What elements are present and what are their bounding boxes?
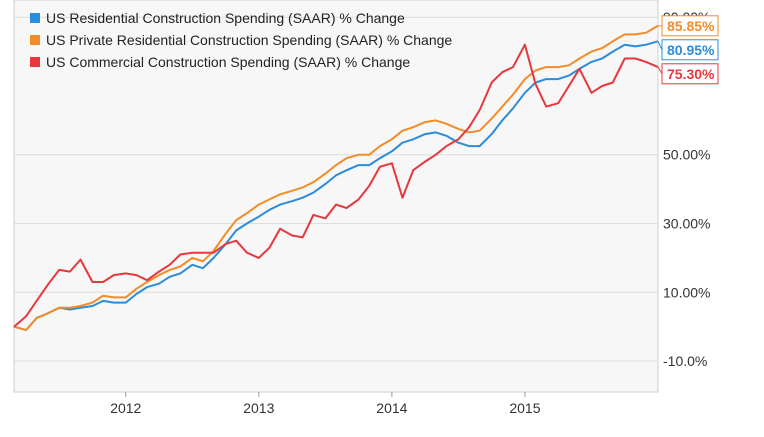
end-value-label: 75.30% bbox=[667, 66, 715, 82]
end-label-box bbox=[661, 39, 719, 61]
plot-area bbox=[13, 0, 659, 393]
end-label-connector bbox=[657, 66, 663, 75]
x-tick-label: 2014 bbox=[376, 400, 407, 416]
series-line-1 bbox=[13, 40, 659, 332]
legend-label: US Residential Construction Spending (SA… bbox=[46, 10, 405, 26]
series-line-3 bbox=[13, 43, 659, 328]
end-label-connector bbox=[657, 41, 663, 51]
x-tick-label: 2015 bbox=[509, 400, 540, 416]
legend-swatch bbox=[30, 57, 40, 67]
y-tick-label: 10.00% bbox=[663, 284, 710, 300]
x-tick-label: 2012 bbox=[110, 400, 141, 416]
series-lines bbox=[13, 24, 659, 332]
legend-swatch bbox=[30, 35, 40, 45]
end-label-box bbox=[661, 63, 719, 85]
legend-label: US Commercial Construction Spending (SAA… bbox=[46, 54, 410, 70]
end-label-box bbox=[661, 15, 719, 37]
x-axis: 2012 2013 2014 2015 bbox=[110, 392, 541, 416]
end-value-label: 85.85% bbox=[667, 18, 715, 34]
legend-label: US Private Residential Construction Spen… bbox=[46, 32, 452, 48]
legend-swatch bbox=[30, 13, 40, 23]
x-tick-label: 2013 bbox=[243, 400, 274, 416]
y-tick-label: 30.00% bbox=[663, 216, 710, 232]
y-axis: -10.0%10.00%30.00%50.00%90.00% bbox=[663, 9, 710, 369]
series-line-2 bbox=[13, 24, 659, 332]
gridlines bbox=[14, 16, 658, 362]
legend: US Residential Construction Spending (SA… bbox=[30, 10, 452, 70]
end-value-label: 80.95% bbox=[667, 42, 715, 58]
y-tick-label: 50.00% bbox=[663, 147, 710, 163]
y-tick-label: -10.0% bbox=[663, 353, 707, 369]
end-value-labels: 85.85% 80.95% 75.30% bbox=[657, 15, 719, 85]
